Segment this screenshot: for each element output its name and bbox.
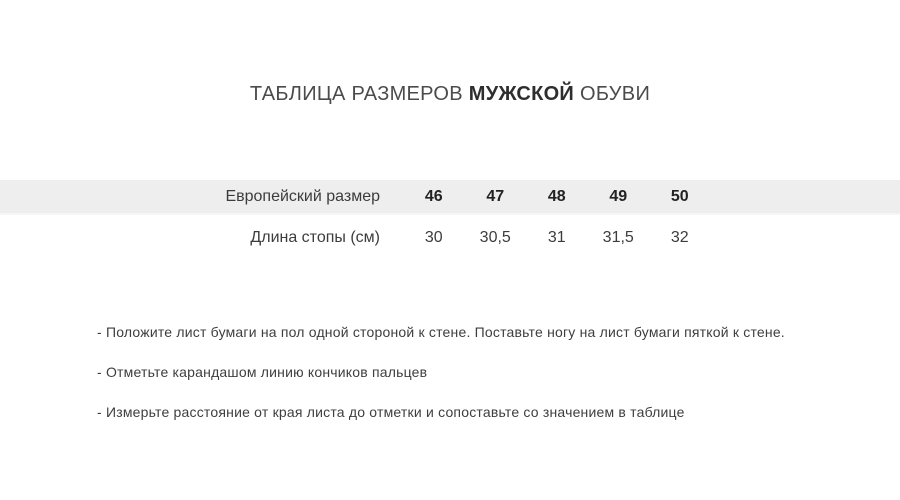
instruction-item: - Отметьте карандашом линию кончиков пал… <box>97 364 428 380</box>
eu-size-values: 46 47 48 49 50 <box>380 188 711 206</box>
instructions-list: - Положите лист бумаги на пол одной стор… <box>0 312 900 432</box>
foot-length-value: 32 <box>670 228 689 246</box>
table-row-eu-size: Европейский размер 46 47 48 49 50 <box>0 180 900 215</box>
instruction-item: - Положите лист бумаги на пол одной стор… <box>97 324 785 340</box>
eu-size-value: 49 <box>609 187 628 205</box>
foot-length-values: 30 30,5 31 31,5 32 <box>380 229 711 247</box>
page-title-suffix: ОБУВИ <box>574 83 651 105</box>
eu-size-value: 46 <box>424 187 443 205</box>
eu-size-value: 47 <box>486 187 505 205</box>
foot-length-value: 30 <box>424 228 443 246</box>
page-title-prefix: ТАБЛИЦА РАЗМЕРОВ <box>249 83 469 105</box>
page-title: ТАБЛИЦА РАЗМЕРОВ МУЖСКОЙ ОБУВИ <box>0 80 900 108</box>
foot-length-value: 31,5 <box>602 228 634 246</box>
eu-size-row-label: Европейский размер <box>225 187 380 205</box>
size-table: Европейский размер 46 47 48 49 50 Длина … <box>0 180 900 260</box>
foot-length-value: 31 <box>547 228 566 246</box>
eu-size-value: 48 <box>547 187 566 205</box>
foot-length-value: 30,5 <box>479 228 511 246</box>
page-title-emphasis: МУЖСКОЙ <box>468 83 575 105</box>
foot-length-row-label: Длина стопы (см) <box>250 228 380 246</box>
eu-size-value: 50 <box>670 187 689 205</box>
instruction-item: - Измерьте расстояние от края листа до о… <box>97 404 685 420</box>
table-row-foot-length: Длина стопы (см) 30 30,5 31 31,5 32 <box>0 215 900 260</box>
